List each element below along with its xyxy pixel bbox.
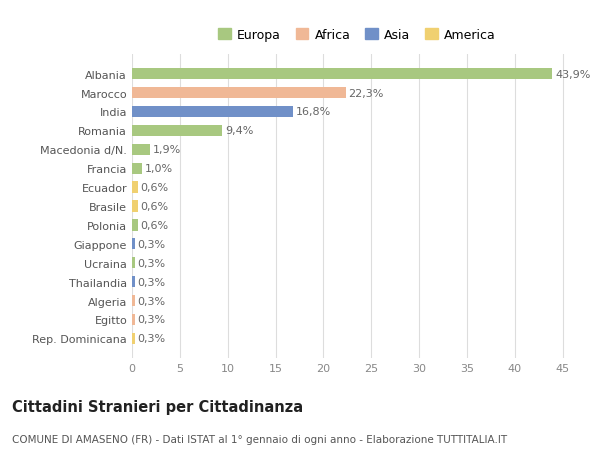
Text: 0,3%: 0,3% xyxy=(138,296,166,306)
Text: 0,6%: 0,6% xyxy=(140,202,169,212)
Bar xyxy=(132,333,135,344)
Text: 1,0%: 1,0% xyxy=(145,164,173,174)
Text: 0,3%: 0,3% xyxy=(138,239,166,249)
Bar xyxy=(132,69,553,80)
Text: 43,9%: 43,9% xyxy=(555,69,590,79)
Bar xyxy=(132,257,135,269)
Bar xyxy=(132,88,346,99)
Legend: Europa, Africa, Asia, America: Europa, Africa, Asia, America xyxy=(214,25,500,45)
Text: 0,3%: 0,3% xyxy=(138,334,166,344)
Bar xyxy=(132,163,142,174)
Bar xyxy=(132,220,138,231)
Text: 22,3%: 22,3% xyxy=(349,89,384,98)
Bar xyxy=(132,125,222,137)
Text: 9,4%: 9,4% xyxy=(225,126,253,136)
Bar xyxy=(132,295,135,307)
Text: 1,9%: 1,9% xyxy=(153,145,181,155)
Bar xyxy=(132,276,135,288)
Bar xyxy=(132,201,138,212)
Bar xyxy=(132,144,150,156)
Text: Cittadini Stranieri per Cittadinanza: Cittadini Stranieri per Cittadinanza xyxy=(12,399,303,414)
Text: 0,3%: 0,3% xyxy=(138,315,166,325)
Text: 0,3%: 0,3% xyxy=(138,277,166,287)
Text: COMUNE DI AMASENO (FR) - Dati ISTAT al 1° gennaio di ogni anno - Elaborazione TU: COMUNE DI AMASENO (FR) - Dati ISTAT al 1… xyxy=(12,434,507,444)
Bar xyxy=(132,239,135,250)
Text: 0,3%: 0,3% xyxy=(138,258,166,268)
Text: 16,8%: 16,8% xyxy=(296,107,331,117)
Bar xyxy=(132,314,135,325)
Bar xyxy=(132,182,138,193)
Text: 0,6%: 0,6% xyxy=(140,220,169,230)
Text: 0,6%: 0,6% xyxy=(140,183,169,193)
Bar xyxy=(132,106,293,118)
